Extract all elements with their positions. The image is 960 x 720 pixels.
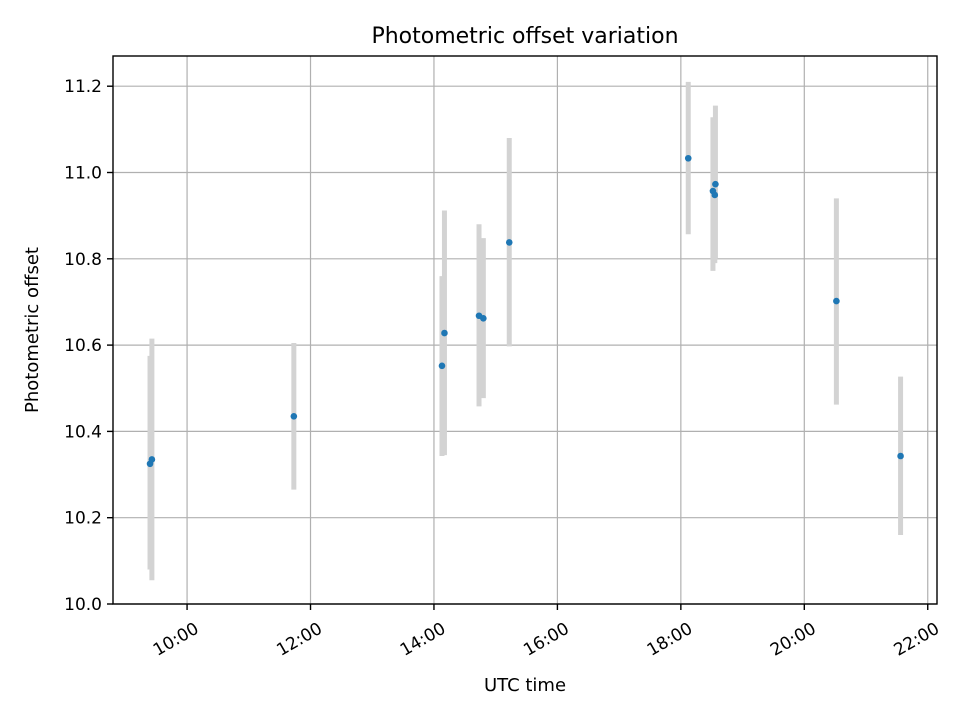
y-tick-label: 11.2 [64, 77, 102, 97]
data-point [438, 362, 446, 370]
y-tick-label: 10.6 [64, 336, 102, 356]
data-point [480, 315, 487, 322]
y-tick-label: 10.8 [64, 250, 102, 270]
data-point [711, 191, 719, 199]
data-point [505, 239, 513, 246]
data-point [148, 456, 156, 463]
data-point [833, 297, 840, 305]
data-point [290, 412, 298, 420]
chart-title: Photometric offset variation [371, 24, 678, 49]
x-axis-label: UTC time [484, 675, 566, 696]
y-tick-label: 10.0 [64, 595, 102, 615]
data-point [441, 329, 448, 337]
data-point [684, 154, 692, 162]
data-points [146, 154, 904, 468]
data-point [897, 452, 904, 460]
plot-frame [112, 55, 938, 605]
data-point [712, 180, 719, 188]
y-tick-label: 11.0 [64, 164, 102, 184]
y-tick-label: 10.4 [64, 422, 102, 442]
y-axis-label: Photometric offset [22, 247, 43, 413]
y-tick-label: 10.2 [64, 509, 102, 529]
